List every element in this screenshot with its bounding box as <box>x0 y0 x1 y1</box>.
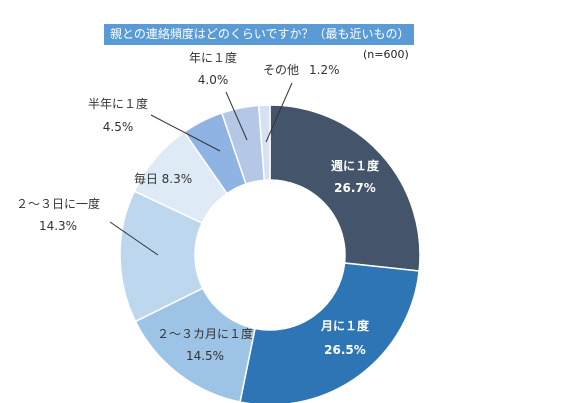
leader-line-4 <box>109 221 159 256</box>
leader-line-7 <box>225 91 248 141</box>
category-label-3: ２～３カ月に１度 <box>157 326 253 341</box>
slice-2 <box>239 262 420 403</box>
chart-title: 親との連絡頻度はどのくらいですか？（最も近いもの） <box>104 24 414 45</box>
label-5: 毎日 8.3% <box>134 171 192 186</box>
category-label-8: その他 <box>263 63 299 77</box>
slice-1 <box>269 104 421 272</box>
value-label-1: 26.7% <box>334 181 376 195</box>
value-label-3: 14.5% <box>186 349 224 363</box>
category-label-4: ２～３日に一度 <box>16 196 100 211</box>
value-label-6: 4.5% <box>103 120 134 134</box>
value-label-4: 14.3% <box>39 219 77 233</box>
sample-size-label: (n=600) <box>363 48 409 61</box>
value-label-7: 4.0% <box>198 73 229 87</box>
category-label-6: 半年に１度 <box>88 96 148 111</box>
category-label-2: 月に１度 <box>320 318 370 333</box>
leader-line-6 <box>150 114 221 152</box>
value-label-8: 1.2% <box>309 63 340 77</box>
leader-line-8 <box>265 82 293 143</box>
category-label-7: 年に１度 <box>189 50 237 65</box>
value-label-2: 26.5% <box>324 343 366 357</box>
slice-8 <box>257 104 271 182</box>
category-label-1: 週に１度 <box>331 158 380 173</box>
